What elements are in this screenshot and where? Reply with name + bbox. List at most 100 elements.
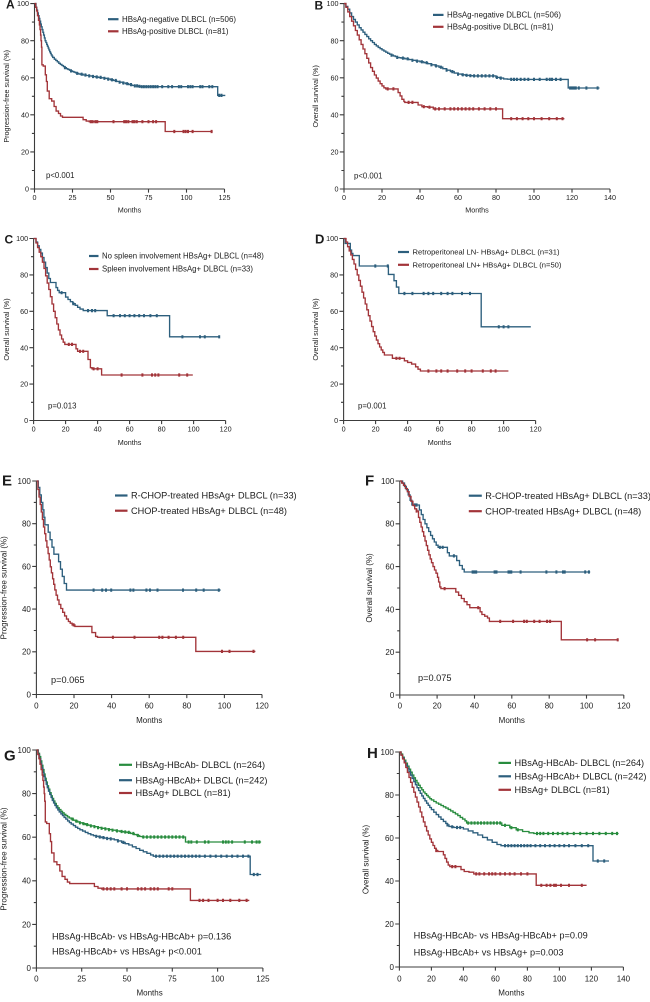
svg-text:0: 0: [335, 185, 339, 194]
svg-text:HBsAg-HBcAb+ vs HBsAg+ p<0.001: HBsAg-HBcAb+ vs HBsAg+ p<0.001: [52, 947, 202, 957]
svg-text:20: 20: [330, 380, 338, 389]
svg-text:120: 120: [255, 702, 269, 711]
svg-text:60: 60: [436, 425, 444, 434]
svg-text:20: 20: [22, 648, 31, 657]
svg-text:75: 75: [145, 193, 153, 202]
svg-text:60: 60: [331, 73, 339, 82]
svg-text:0: 0: [34, 975, 39, 984]
svg-text:Months: Months: [428, 438, 452, 447]
svg-text:60: 60: [22, 562, 31, 571]
svg-text:B: B: [315, 0, 324, 13]
svg-text:Progression-free survival (%): Progression-free survival (%): [0, 807, 9, 910]
svg-text:Progression-free survival (%): Progression-free survival (%): [2, 50, 11, 143]
svg-text:HBsAg-HBcAb- DLBCL (n=264): HBsAg-HBcAb- DLBCL (n=264): [136, 760, 266, 770]
svg-text:80: 80: [385, 520, 394, 529]
svg-text:0: 0: [34, 702, 39, 711]
svg-text:100: 100: [188, 425, 200, 434]
svg-text:75: 75: [168, 975, 177, 984]
svg-text:100: 100: [17, 0, 29, 8]
svg-text:60: 60: [145, 702, 154, 711]
svg-text:120: 120: [585, 975, 599, 984]
svg-text:HBsAg-negative DLBCL (n=506): HBsAg-negative DLBCL (n=506): [122, 15, 236, 24]
svg-text:40: 40: [22, 877, 31, 886]
svg-text:20: 20: [22, 920, 31, 929]
svg-text:E: E: [2, 473, 12, 490]
svg-text:20: 20: [70, 702, 79, 711]
svg-text:60: 60: [454, 193, 462, 202]
svg-text:No spleen involvement HBsAg+ D: No spleen involvement HBsAg+ DLBCL (n=48…: [102, 252, 264, 261]
svg-text:20: 20: [378, 193, 386, 202]
svg-text:p<0.001: p<0.001: [46, 171, 74, 180]
svg-text:80: 80: [182, 702, 191, 711]
svg-text:p<0.001: p<0.001: [354, 172, 382, 181]
svg-text:80: 80: [22, 790, 31, 799]
svg-text:40: 40: [94, 425, 102, 434]
svg-text:HBsAg-HBcAb- vs HBsAg-HBcAb+ p: HBsAg-HBcAb- vs HBsAg-HBcAb+ p=0.136: [52, 932, 231, 942]
svg-text:Months: Months: [118, 438, 142, 447]
svg-text:60: 60: [20, 307, 28, 316]
svg-text:100: 100: [16, 234, 28, 243]
svg-text:C: C: [5, 233, 14, 247]
svg-text:20: 20: [385, 920, 394, 929]
svg-text:0: 0: [334, 416, 338, 425]
svg-text:25: 25: [69, 193, 77, 202]
svg-text:Overall survival (%): Overall survival (%): [311, 298, 320, 360]
svg-text:HBsAg-HBcAb+ DLBCL (n=242): HBsAg-HBcAb+ DLBCL (n=242): [136, 775, 268, 785]
svg-text:p=0.013: p=0.013: [48, 401, 76, 410]
svg-text:20: 20: [427, 975, 436, 984]
svg-text:140: 140: [604, 193, 616, 202]
svg-text:25: 25: [77, 975, 86, 984]
svg-text:20: 20: [433, 702, 442, 711]
svg-text:80: 80: [492, 193, 500, 202]
svg-text:60: 60: [507, 702, 516, 711]
svg-text:100: 100: [327, 0, 339, 8]
svg-text:20: 20: [21, 148, 29, 157]
svg-text:HBsAg+ DLBCL (n=81): HBsAg+ DLBCL (n=81): [136, 788, 231, 798]
svg-text:R-CHOP-treated HBsAg+ DLBCL (n: R-CHOP-treated HBsAg+ DLBCL (n=33): [485, 491, 650, 501]
svg-text:100: 100: [381, 748, 395, 757]
svg-text:0: 0: [24, 416, 28, 425]
svg-text:80: 80: [468, 425, 476, 434]
svg-text:100: 100: [498, 425, 510, 434]
svg-text:125: 125: [256, 975, 270, 984]
svg-text:p=0.001: p=0.001: [358, 401, 386, 410]
svg-text:50: 50: [123, 975, 132, 984]
svg-text:60: 60: [126, 425, 134, 434]
svg-text:60: 60: [21, 73, 29, 82]
svg-text:40: 40: [385, 877, 394, 886]
svg-text:40: 40: [107, 702, 116, 711]
svg-text:140: 140: [617, 975, 631, 984]
svg-text:0: 0: [342, 193, 346, 202]
svg-text:G: G: [4, 748, 16, 765]
svg-text:100: 100: [553, 975, 567, 984]
svg-text:0: 0: [390, 691, 395, 700]
svg-text:40: 40: [331, 110, 339, 119]
svg-text:CHOP-treated HBsAg+ DLBCL (n=4: CHOP-treated HBsAg+ DLBCL (n=48): [485, 506, 641, 516]
svg-text:40: 40: [385, 605, 394, 614]
svg-text:120: 120: [566, 193, 578, 202]
svg-text:120: 120: [617, 702, 631, 711]
svg-text:60: 60: [330, 307, 338, 316]
svg-text:p=0.065: p=0.065: [51, 675, 84, 685]
svg-text:40: 40: [459, 975, 468, 984]
svg-text:HBsAg-HBcAb+ vs HBsAg+ p=0.003: HBsAg-HBcAb+ vs HBsAg+ p=0.003: [414, 947, 564, 957]
svg-text:HBsAg-HBcAb- vs HBsAg-HBcAb+ p: HBsAg-HBcAb- vs HBsAg-HBcAb+ p=0.09: [414, 930, 588, 940]
svg-text:80: 80: [158, 425, 166, 434]
svg-text:Retroperitoneal LN+ HBsAg+ DLB: Retroperitoneal LN+ HBsAg+ DLBCL (n=50): [413, 261, 562, 270]
svg-text:HBsAg-positive DLBCL (n=81): HBsAg-positive DLBCL (n=81): [122, 27, 229, 36]
svg-text:Retroperitoneal LN- HBsAg+ DLB: Retroperitoneal LN- HBsAg+ DLBCL (n=31): [413, 248, 560, 257]
svg-text:0: 0: [26, 964, 31, 973]
svg-text:Overall survival (%): Overall survival (%): [365, 553, 374, 623]
svg-text:100: 100: [580, 702, 594, 711]
svg-text:HBsAg-positive DLBCL (n=81): HBsAg-positive DLBCL (n=81): [447, 23, 554, 32]
svg-text:80: 80: [330, 271, 338, 280]
svg-text:Spleen involvement HBsAg+ DLBC: Spleen involvement HBsAg+ DLBCL (n=33): [102, 265, 253, 274]
svg-text:Overall survival (%): Overall survival (%): [362, 824, 371, 894]
svg-text:0: 0: [397, 975, 402, 984]
svg-text:80: 80: [385, 791, 394, 800]
svg-text:Progression-free survival (%): Progression-free survival (%): [0, 536, 9, 639]
svg-text:20: 20: [331, 148, 339, 157]
svg-text:p=0.075: p=0.075: [418, 673, 451, 683]
svg-text:Months: Months: [136, 989, 162, 998]
svg-text:100: 100: [381, 477, 395, 486]
